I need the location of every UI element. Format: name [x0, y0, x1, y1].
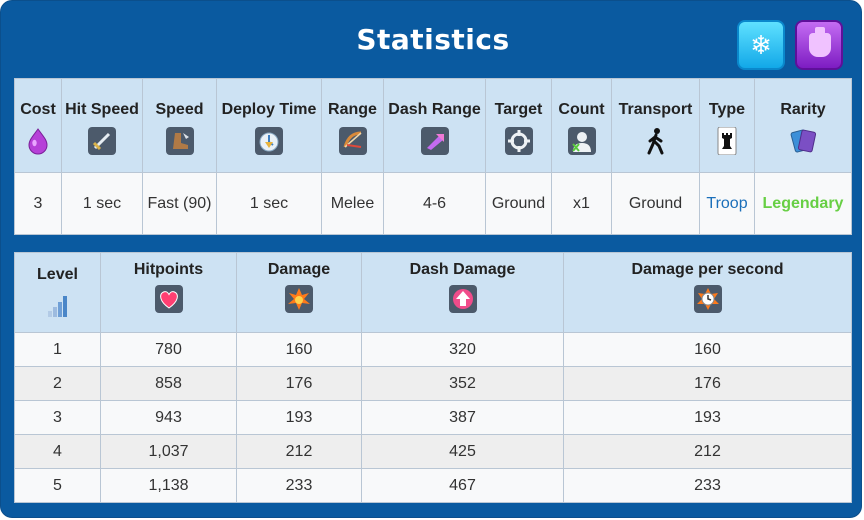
value-target: Ground — [485, 172, 552, 235]
header-type-label: Type — [708, 100, 746, 118]
header-range-label: Range — [328, 100, 377, 118]
cell-dps: 160 — [563, 332, 852, 367]
table-row: 3 943 193 387 193 — [14, 400, 852, 435]
value-type-link[interactable]: Troop — [699, 172, 755, 235]
bow-icon — [338, 126, 367, 155]
value-dash-range: 4-6 — [383, 172, 486, 235]
header-hit-speed: Hit Speed — [61, 78, 143, 173]
level-bars-icon — [47, 296, 67, 317]
sword-icon — [88, 126, 116, 155]
cell-damage: 193 — [236, 400, 362, 435]
header-hitpoints: Hitpoints — [100, 252, 237, 333]
walking-icon — [647, 127, 663, 154]
header-dash-damage-label: Dash Damage — [409, 261, 516, 278]
value-count: x1 — [551, 172, 612, 235]
cell-level: 2 — [14, 366, 101, 401]
dps-clock-icon — [693, 285, 722, 313]
header-speed: Speed — [142, 78, 217, 173]
cell-hitpoints: 858 — [100, 366, 237, 401]
value-rarity: Legendary — [754, 172, 852, 235]
value-cost: 3 — [14, 172, 62, 235]
header-dash-range: Dash Range — [383, 78, 486, 173]
cell-level: 5 — [14, 468, 101, 503]
cell-level: 3 — [14, 400, 101, 435]
header-speed-label: Speed — [155, 100, 204, 118]
cell-dps: 193 — [563, 400, 852, 435]
cell-hitpoints: 943 — [100, 400, 237, 435]
header-dps: Damage per second — [563, 252, 852, 333]
header-hitpoints-label: Hitpoints — [133, 261, 204, 278]
explosion-icon — [285, 285, 313, 313]
elixir-drop-icon — [28, 127, 48, 154]
header-damage-label: Damage — [267, 261, 331, 278]
cell-hitpoints: 780 — [100, 332, 237, 367]
value-hit-speed: 1 sec — [61, 172, 143, 235]
header-transport-label: Transport — [618, 100, 693, 118]
cell-dps: 233 — [563, 468, 852, 503]
panel-title: Statistics — [356, 23, 510, 56]
header-target: Target — [485, 78, 552, 173]
value-speed: Fast (90) — [142, 172, 217, 235]
header-dash-range-label: Dash Range — [388, 100, 481, 118]
cell-dps: 212 — [563, 434, 852, 469]
header-cost: Cost — [14, 78, 62, 173]
cell-dash-damage: 387 — [361, 400, 564, 435]
header-level: Level — [14, 252, 101, 333]
table-row: 5 1,138 233 467 233 — [14, 468, 852, 503]
cell-dash-damage: 352 — [361, 366, 564, 401]
unit-count-icon — [567, 126, 596, 155]
header-type: Type — [699, 78, 755, 173]
chess-rook-icon — [717, 126, 737, 155]
table-row: 2 858 176 352 176 — [14, 366, 852, 401]
value-deploy-time: 1 sec — [216, 172, 322, 235]
header-target-label: Target — [494, 100, 543, 118]
header-rarity: Rarity — [754, 78, 852, 173]
header-count-label: Count — [558, 100, 605, 118]
header-range: Range — [321, 78, 384, 173]
header-dps-label: Damage per second — [631, 261, 784, 278]
cards-icon — [790, 128, 817, 153]
cell-dash-damage: 467 — [361, 468, 564, 503]
cell-damage: 233 — [236, 468, 362, 503]
cell-level: 1 — [14, 332, 101, 367]
cell-hitpoints: 1,037 — [100, 434, 237, 469]
dash-icon — [420, 126, 449, 155]
value-range: Melee — [321, 172, 384, 235]
boot-icon — [165, 126, 194, 155]
cell-hitpoints: 1,138 — [100, 468, 237, 503]
header-transport: Transport — [611, 78, 700, 173]
deploy-clock-icon — [255, 126, 283, 155]
header-damage: Damage — [236, 252, 362, 333]
header-rarity-label: Rarity — [780, 100, 826, 118]
cell-dash-damage: 425 — [361, 434, 564, 469]
header-deploy-time: Deploy Time — [216, 78, 322, 173]
table-row: 4 1,037 212 425 212 — [14, 434, 852, 469]
heart-icon — [154, 285, 183, 313]
stats-row: 3 1 sec Fast (90) 1 sec Melee 4-6 Ground… — [14, 172, 852, 235]
stats-table: Cost Hit Speed Speed — [14, 78, 852, 235]
cell-damage: 176 — [236, 366, 362, 401]
arrow-up-icon — [448, 285, 477, 313]
snowflake-icon[interactable]: ❄ — [737, 20, 785, 70]
value-transport: Ground — [611, 172, 700, 235]
levels-table: Level Hitpoints Damage — [14, 252, 852, 503]
cell-damage: 160 — [236, 332, 362, 367]
cell-damage: 212 — [236, 434, 362, 469]
header-dash-damage: Dash Damage — [361, 252, 564, 333]
header-level-label: Level — [37, 266, 78, 283]
cell-level: 4 — [14, 434, 101, 469]
table-row: 1 780 160 320 160 — [14, 332, 852, 367]
potion-icon[interactable] — [795, 20, 843, 70]
cell-dps: 176 — [563, 366, 852, 401]
header-deploy-time-label: Deploy Time — [221, 100, 317, 118]
header-hit-speed-label: Hit Speed — [65, 100, 139, 118]
header-count: Count — [551, 78, 612, 173]
header-cost-label: Cost — [20, 100, 56, 118]
cell-dash-damage: 320 — [361, 332, 564, 367]
crosshair-icon — [504, 126, 533, 155]
